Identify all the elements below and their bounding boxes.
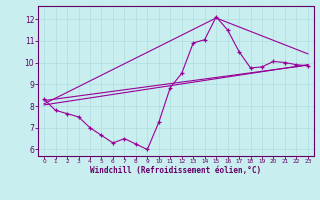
X-axis label: Windchill (Refroidissement éolien,°C): Windchill (Refroidissement éolien,°C) <box>91 166 261 175</box>
